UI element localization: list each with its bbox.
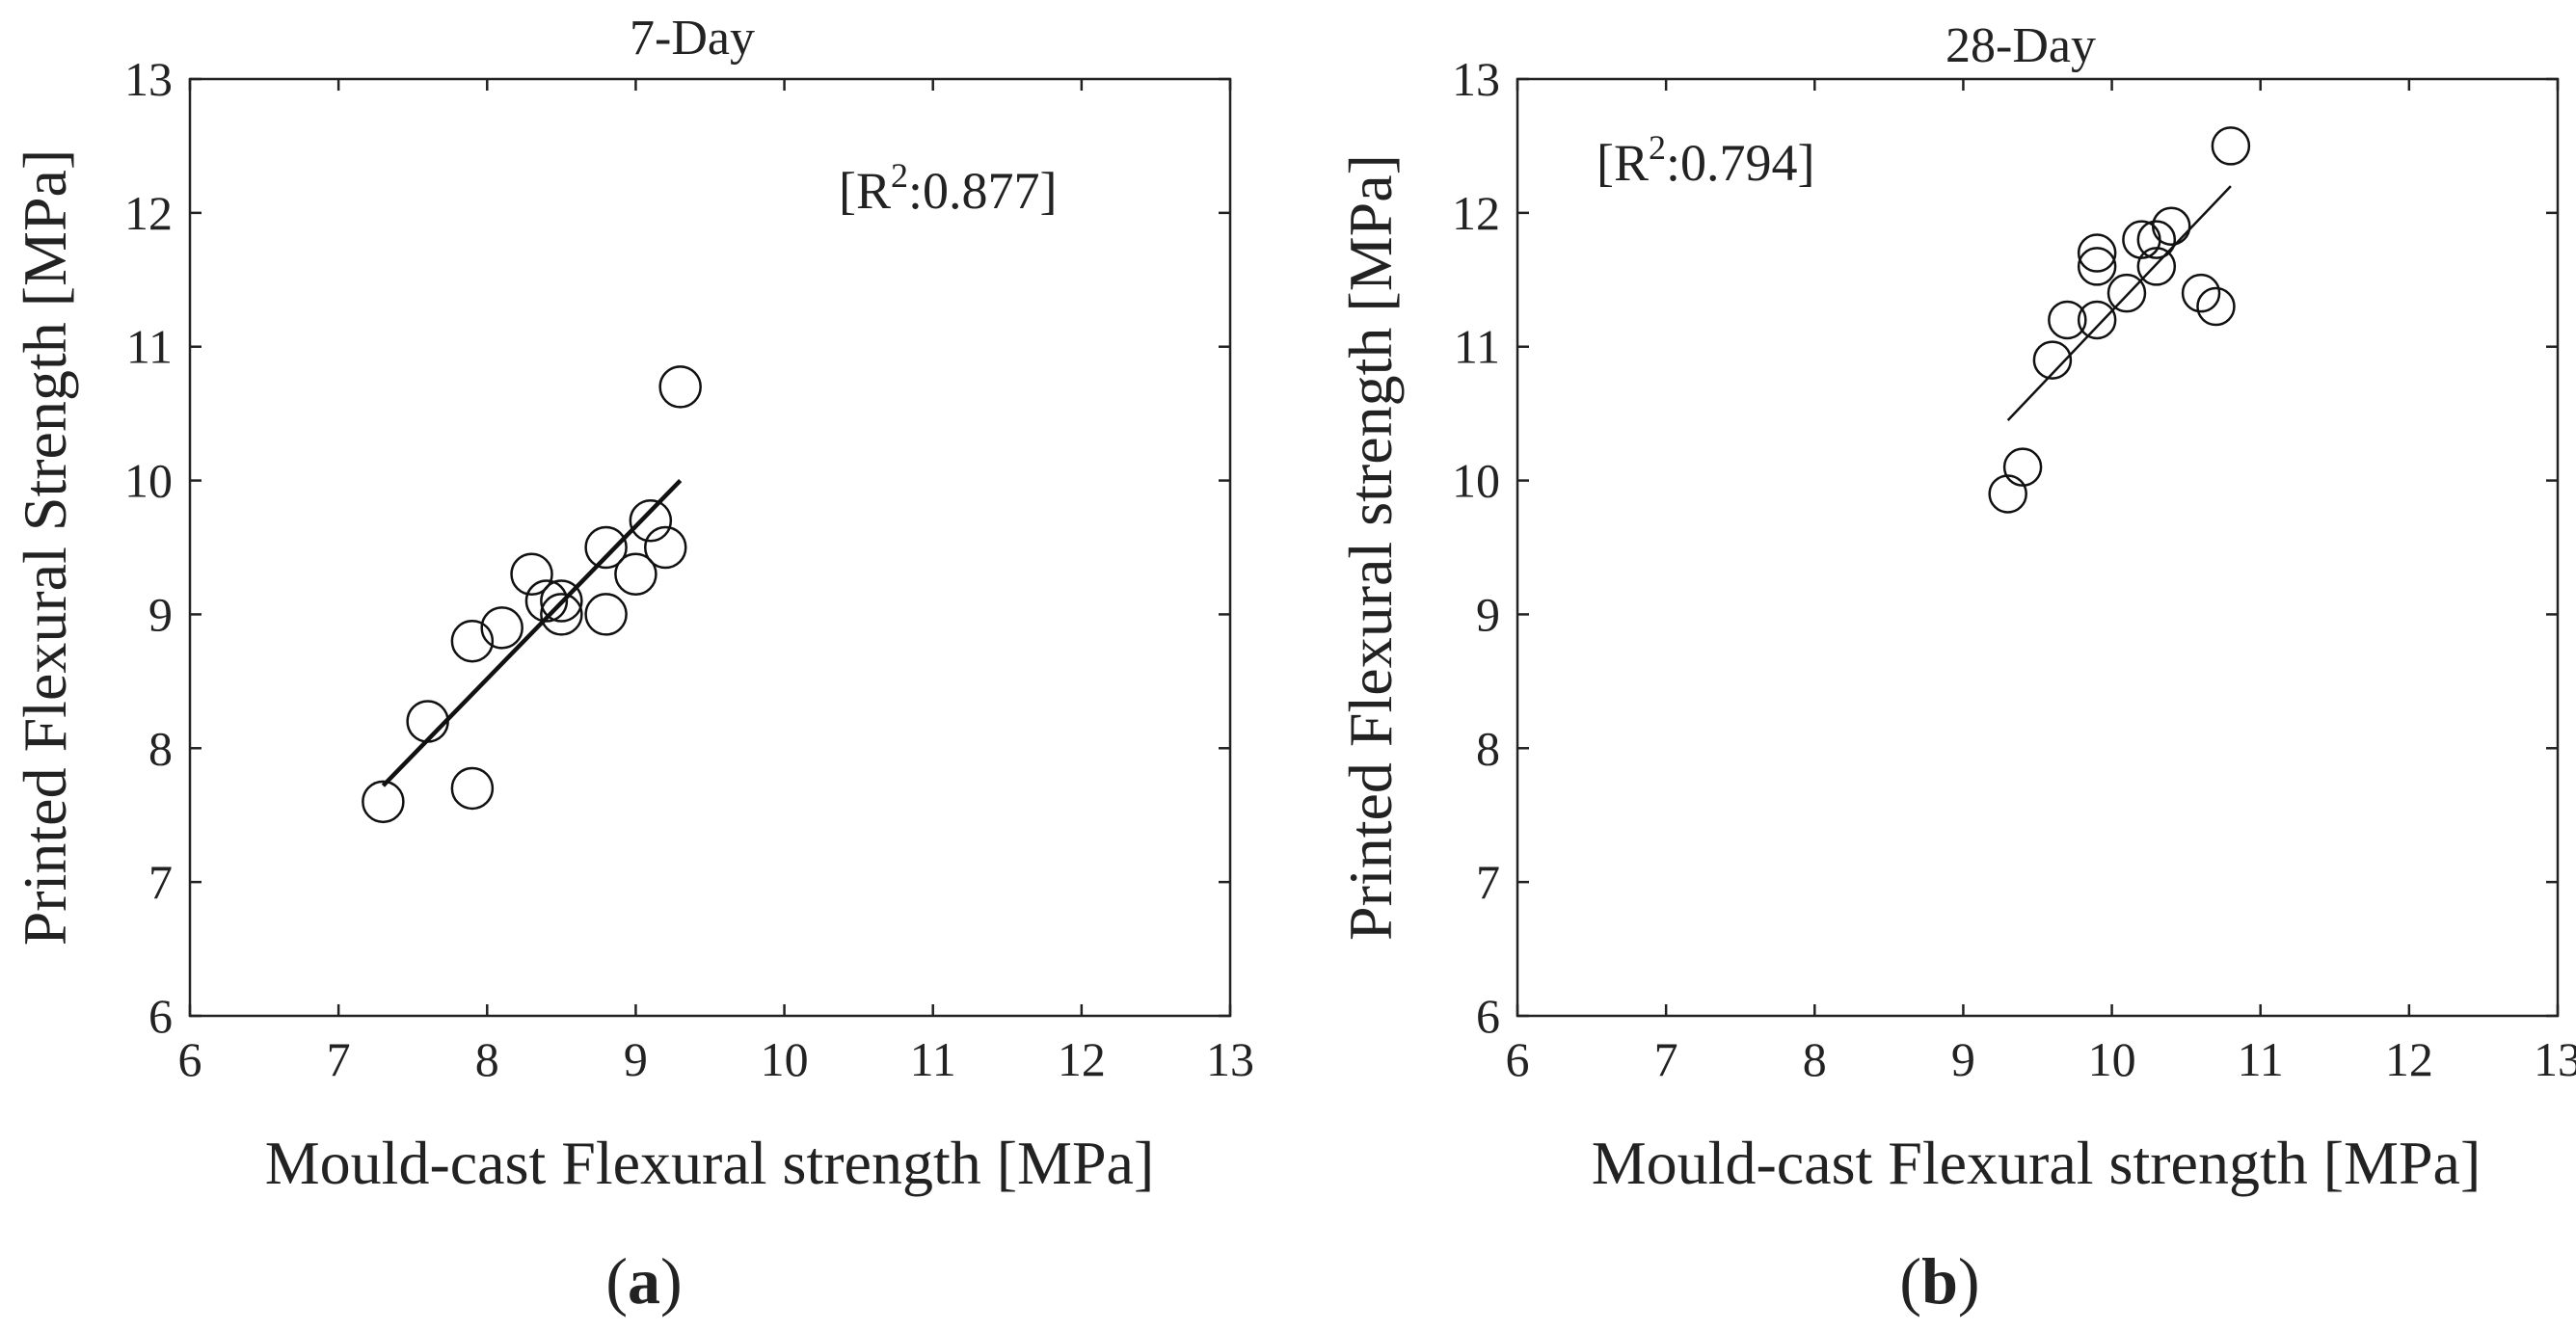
data-point bbox=[510, 552, 553, 597]
data-point bbox=[2002, 447, 2043, 487]
panel-label-open: ( bbox=[605, 1244, 628, 1318]
x-tick-label: 6 bbox=[1506, 1032, 1530, 1086]
x-tick-label: 9 bbox=[1951, 1032, 1975, 1086]
data-point bbox=[540, 593, 583, 636]
y-tick-label: 8 bbox=[148, 721, 173, 775]
x-tick-label: 10 bbox=[761, 1032, 809, 1086]
marks-layer bbox=[1988, 126, 2251, 514]
data-point bbox=[450, 766, 495, 811]
plot-area-frame bbox=[188, 77, 1232, 1018]
plot-area-frame bbox=[1516, 77, 2560, 1018]
y-tick-label: 12 bbox=[124, 186, 173, 240]
y-axis-label: Printed Flexural Strength [MPa] bbox=[11, 149, 79, 946]
data-point bbox=[2077, 247, 2117, 286]
data-point bbox=[2077, 300, 2117, 340]
data-point bbox=[2136, 247, 2177, 286]
y-tick-label: 11 bbox=[126, 320, 173, 374]
y-tick-label: 6 bbox=[148, 989, 173, 1043]
data-point bbox=[450, 619, 495, 663]
data-point bbox=[2151, 206, 2191, 246]
regression-line bbox=[2006, 185, 2232, 421]
data-point bbox=[614, 552, 657, 597]
r-squared-value: :0.794] bbox=[1666, 134, 1815, 192]
x-tick-label: 11 bbox=[910, 1032, 956, 1086]
data-point bbox=[2181, 273, 2221, 313]
x-tick-label: 12 bbox=[2385, 1032, 2433, 1086]
data-point bbox=[2196, 286, 2236, 327]
data-point bbox=[2032, 340, 2073, 380]
x-tick-label: 8 bbox=[475, 1032, 499, 1086]
data-point bbox=[584, 525, 628, 570]
x-axis-label: Mould-cast Flexural strength [MPa] bbox=[1592, 1129, 2482, 1197]
r-squared-sup: 2 bbox=[891, 156, 908, 195]
panel-label-letter: a bbox=[628, 1244, 660, 1318]
x-tick-label: 10 bbox=[2088, 1032, 2136, 1086]
data-point bbox=[658, 365, 702, 409]
y-tick-label: 13 bbox=[124, 52, 173, 106]
y-tick-label: 9 bbox=[148, 587, 173, 641]
ticks-layer: 6 7 8 9 10 11 12 13 6 7 8 9 10 11 12 13 bbox=[124, 52, 1254, 1086]
data-point bbox=[480, 606, 523, 650]
x-tick-label: 8 bbox=[1803, 1032, 1827, 1086]
x-tick-label: 9 bbox=[624, 1032, 648, 1086]
y-tick-label: 10 bbox=[124, 454, 173, 508]
data-point bbox=[2122, 220, 2161, 259]
r-squared-sup: 2 bbox=[1649, 128, 1666, 167]
r-squared-prefix: [R bbox=[839, 162, 891, 220]
y-tick-label: 7 bbox=[148, 855, 173, 909]
data-point bbox=[2077, 233, 2117, 273]
x-tick-label: 13 bbox=[2534, 1032, 2576, 1086]
x-tick-label: 11 bbox=[2238, 1032, 2284, 1086]
data-point bbox=[2106, 273, 2147, 313]
y-tick-label: 12 bbox=[1452, 186, 1500, 240]
x-tick-label: 6 bbox=[178, 1032, 202, 1086]
r-squared-prefix: [R bbox=[1597, 134, 1649, 192]
data-point bbox=[629, 498, 673, 543]
data-point bbox=[524, 579, 569, 623]
data-point bbox=[644, 525, 687, 570]
r-squared-annotation: [R2:0.794] bbox=[1597, 128, 1815, 192]
panel-label-open: ( bbox=[1899, 1244, 1921, 1318]
panel-label-close: ) bbox=[1958, 1244, 1980, 1318]
ticks-layer: 6 7 8 9 10 11 12 13 6 7 8 9 10 11 12 13 bbox=[1452, 52, 2576, 1086]
data-point bbox=[1988, 474, 2027, 514]
y-tick-label: 13 bbox=[1452, 52, 1500, 106]
x-tick-label: 13 bbox=[1206, 1032, 1254, 1086]
r-squared-annotation: [R2:0.877] bbox=[839, 156, 1058, 220]
data-point bbox=[2136, 220, 2177, 259]
chart-panel-b: 6 7 8 9 10 11 12 13 6 7 8 9 10 11 12 13 28-Day Mould-ca… bbox=[1336, 18, 2576, 1318]
chart-title: 28-Day bbox=[1945, 18, 2096, 73]
chart-title: 7-Day bbox=[630, 11, 755, 66]
x-tick-label: 7 bbox=[327, 1032, 351, 1086]
x-axis-label: Mould-cast Flexural strength [MPa] bbox=[265, 1129, 1155, 1197]
data-point bbox=[2211, 126, 2251, 166]
chart-panel-a: 6 7 8 9 10 11 12 13 6 7 8 9 10 11 12 13 7-Day Mould-cas… bbox=[11, 11, 1254, 1318]
x-tick-label: 7 bbox=[1654, 1032, 1678, 1086]
regression-line bbox=[381, 479, 683, 787]
data-point bbox=[584, 593, 628, 636]
y-tick-label: 6 bbox=[1476, 989, 1500, 1043]
panel-label-letter: b bbox=[1921, 1244, 1958, 1318]
data-point bbox=[2048, 300, 2087, 340]
panel-label-close: ) bbox=[660, 1244, 683, 1318]
y-tick-label: 10 bbox=[1452, 454, 1500, 508]
y-tick-label: 9 bbox=[1476, 587, 1500, 641]
data-point bbox=[362, 780, 405, 824]
y-tick-label: 11 bbox=[1454, 320, 1500, 374]
data-point bbox=[540, 579, 583, 623]
y-tick-label: 8 bbox=[1476, 721, 1500, 775]
data-point bbox=[406, 700, 449, 743]
marks-layer bbox=[362, 365, 702, 824]
y-axis-label: Printed Flexural strength [MPa] bbox=[1336, 154, 1405, 941]
r-squared-value: :0.877] bbox=[908, 162, 1058, 220]
y-tick-label: 7 bbox=[1476, 855, 1500, 909]
x-tick-label: 12 bbox=[1058, 1032, 1106, 1086]
panel-label-a: (a) bbox=[605, 1244, 682, 1318]
panel-label-b: (b) bbox=[1899, 1244, 1979, 1318]
